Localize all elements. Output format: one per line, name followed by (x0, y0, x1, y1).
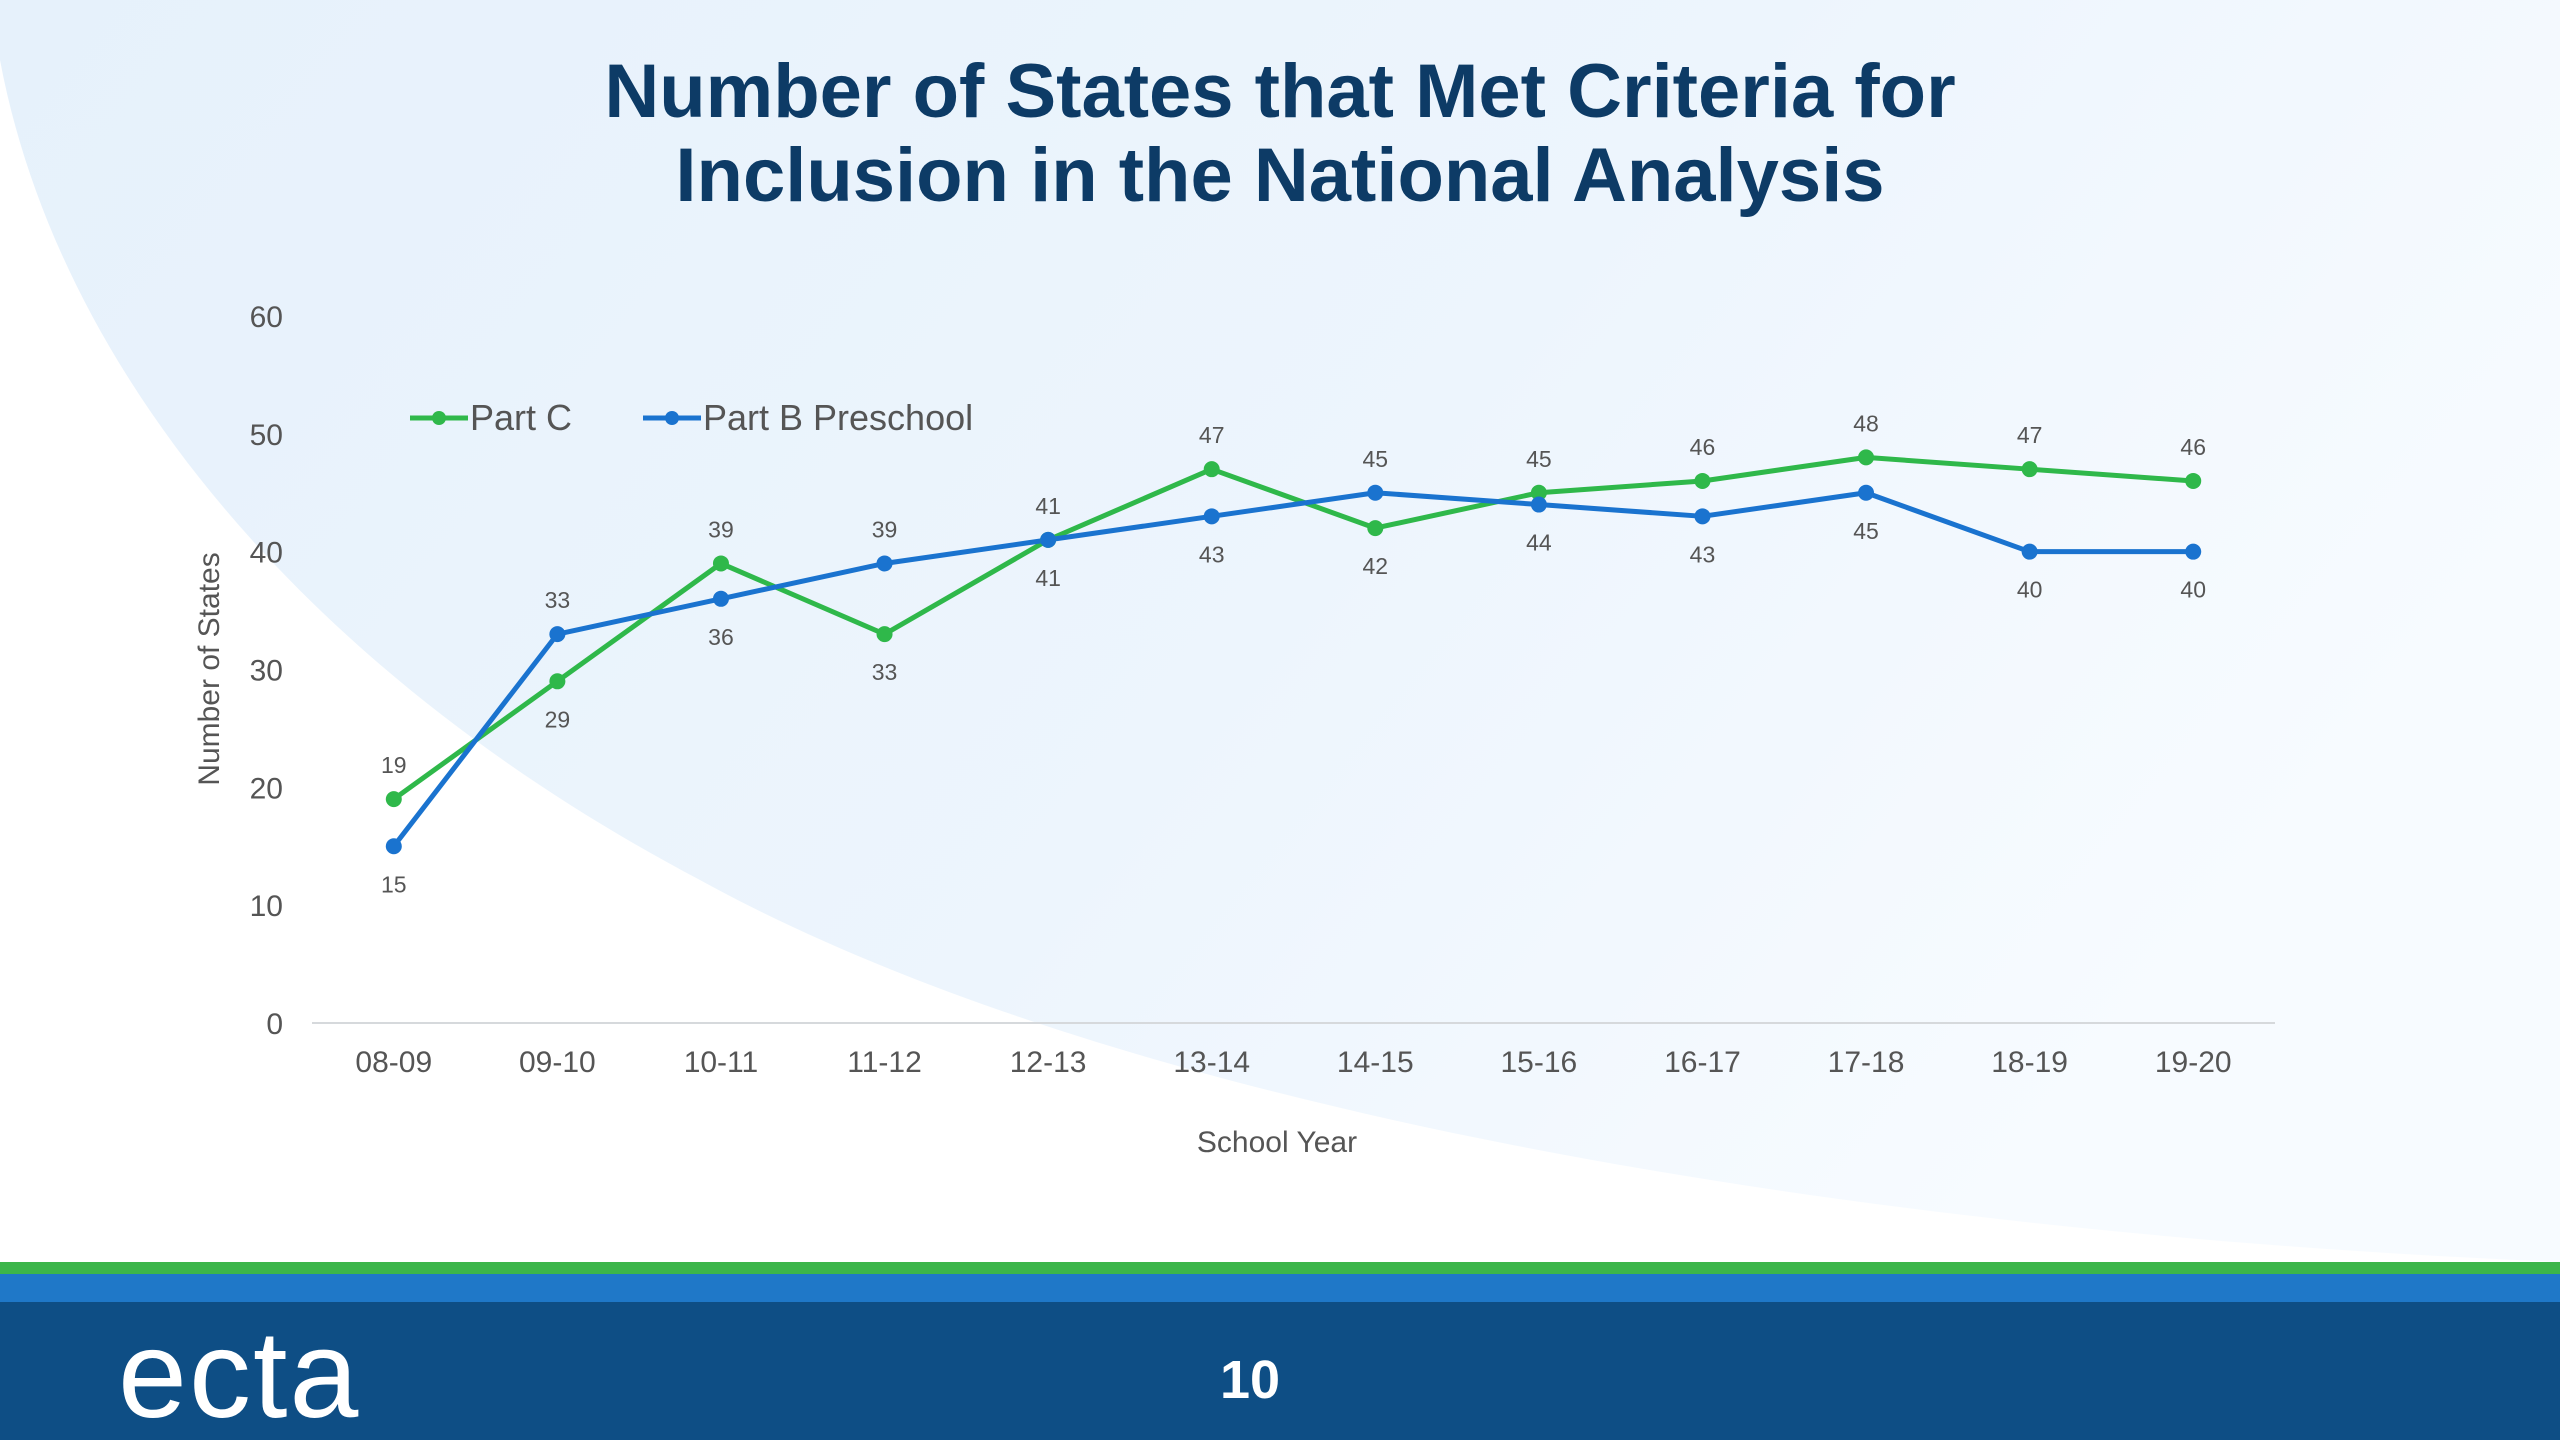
footer-bar (0, 1262, 2560, 1440)
data-label: 19 (381, 752, 407, 778)
data-label: 40 (2180, 577, 2206, 603)
y-tick-label: 20 (250, 772, 283, 805)
data-point-part-c (712, 555, 729, 572)
data-label: 45 (1362, 446, 1388, 472)
data-label: 47 (1199, 422, 1225, 448)
y-tick-label: 0 (266, 1008, 283, 1041)
title-line-2: Inclusion in the National Analysis (675, 133, 1885, 218)
data-point-part-c (385, 791, 402, 808)
legend-label: Part B Preschool (703, 397, 973, 438)
data-point-part-b-preschool (2021, 543, 2038, 560)
data-point-part-c (1858, 449, 1875, 466)
data-point-part-b-preschool (712, 590, 729, 607)
data-label: 29 (545, 706, 571, 732)
data-label: 41 (1035, 493, 1061, 519)
y-tick-label: 60 (250, 301, 283, 334)
data-label: 36 (708, 624, 734, 650)
data-label: 39 (708, 516, 734, 542)
data-label: 47 (2017, 422, 2043, 448)
data-point-part-c (1530, 484, 1547, 501)
data-label: 39 (872, 516, 898, 542)
data-point-part-c (876, 626, 893, 643)
series-line-part-b-preschool (391, 490, 2194, 848)
y-tick-label: 10 (250, 890, 283, 923)
x-tick-label: 14-15 (1337, 1046, 1414, 1079)
x-tick-label: 16-17 (1664, 1046, 1741, 1079)
data-label: 33 (545, 587, 571, 613)
footer-blue-stripe (0, 1274, 2560, 1302)
data-point-part-b-preschool (549, 626, 566, 643)
title-line-1: Number of States that Met Criteria for (604, 49, 1956, 134)
data-point-part-b-preschool (1367, 484, 1384, 501)
x-axis-title: School Year (1197, 1126, 1357, 1159)
data-label: 41 (1035, 565, 1061, 591)
x-tick-label: 18-19 (1991, 1046, 2068, 1079)
data-point-part-c (549, 673, 566, 690)
data-point-part-b-preschool (1203, 508, 1220, 525)
data-point-part-b-preschool (876, 555, 893, 572)
data-label: 46 (1690, 434, 1716, 460)
background-curve (0, 0, 2560, 1262)
data-point-part-b-preschool (1858, 484, 1875, 501)
x-tick-label: 19-20 (2155, 1046, 2232, 1079)
data-label: 48 (1853, 410, 1879, 436)
x-tick-label: 10-11 (684, 1046, 759, 1079)
x-tick-label: 12-13 (1010, 1046, 1087, 1079)
y-tick-label: 40 (250, 537, 283, 570)
data-point-part-c (1694, 472, 1711, 489)
y-tick-label: 50 (250, 419, 283, 452)
data-point-part-c (1203, 461, 1220, 478)
data-label: 15 (381, 871, 407, 897)
data-label: 43 (1199, 541, 1225, 567)
page-number: 10 (1219, 1350, 1281, 1410)
data-point-part-b-preschool (385, 838, 402, 855)
data-point-part-b-preschool (2185, 543, 2202, 560)
data-label: 43 (1690, 541, 1716, 567)
footer-navy-band (0, 1302, 2560, 1440)
data-label: 45 (1853, 518, 1879, 544)
x-tick-label: 11-12 (847, 1046, 922, 1079)
x-tick-label: 09-10 (519, 1046, 596, 1079)
data-point-part-c (1367, 520, 1384, 537)
series-line-part-c (392, 454, 2194, 802)
ecta-logo: ecta (118, 1306, 361, 1440)
data-label: 46 (2180, 434, 2206, 460)
data-point-part-c (2185, 472, 2202, 489)
data-point-part-b-preschool (1530, 496, 1547, 513)
legend-marker-part-b-preschool (665, 411, 679, 425)
x-tick-label: 08-09 (355, 1046, 432, 1079)
data-label: 42 (1362, 553, 1388, 579)
page-title: Number of States that Met Criteria for I… (0, 50, 2560, 218)
x-tick-label: 13-14 (1173, 1046, 1250, 1079)
footer-green-stripe (0, 1262, 2560, 1274)
data-label: 45 (1526, 446, 1552, 472)
legend-marker-part-c (432, 411, 446, 425)
x-tick-label: 15-16 (1501, 1046, 1578, 1079)
data-label: 33 (872, 659, 898, 685)
y-tick-label: 30 (250, 655, 283, 688)
data-label: 40 (2017, 577, 2043, 603)
y-axis-title: Number of States (193, 552, 226, 785)
data-label: 44 (1526, 530, 1552, 556)
data-point-part-b-preschool (1694, 508, 1711, 525)
data-point-part-c (2021, 461, 2038, 478)
x-tick-label: 17-18 (1828, 1046, 1905, 1079)
data-point-part-b-preschool (1040, 531, 1057, 548)
legend-label: Part C (470, 397, 572, 438)
line-chart: 0 10 20 30 40 50 60 08-09 09-10 10-11 11-12 12-13 13… (193, 301, 2275, 1159)
